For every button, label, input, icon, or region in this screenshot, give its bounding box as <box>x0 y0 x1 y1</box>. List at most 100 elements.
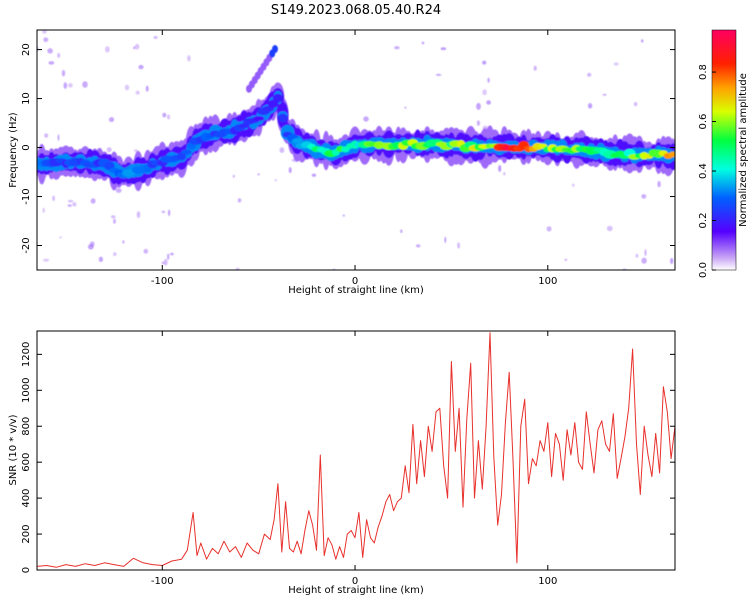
noise-speckle <box>400 229 403 233</box>
spectral-blob <box>238 123 250 129</box>
y-tick-label: 200 <box>21 525 32 544</box>
spectral-blob <box>253 116 265 121</box>
noise-speckle <box>163 258 168 266</box>
noise-speckle <box>657 180 661 188</box>
noise-speckle <box>187 55 191 62</box>
spectrogram-frame <box>36 29 676 271</box>
noise-speckle <box>533 65 537 71</box>
noise-speckle <box>111 215 116 219</box>
noise-speckle <box>564 258 568 261</box>
noise-speckle <box>82 81 88 88</box>
y-tick-label: 600 <box>21 453 32 472</box>
noise-speckle <box>587 103 593 109</box>
noise-speckle <box>503 172 506 176</box>
noise-speckle <box>404 106 407 109</box>
noise-speckle <box>482 60 487 65</box>
y-tick-label: 400 <box>21 489 32 508</box>
noise-speckle <box>476 120 480 126</box>
noise-speckle <box>606 225 613 232</box>
y-tick-label: 20 <box>21 43 32 56</box>
noise-speckle <box>444 236 447 243</box>
y-tick-label: 0 <box>21 144 32 150</box>
noise-speckle <box>161 210 166 213</box>
noise-speckle <box>421 41 425 45</box>
noise-speckle <box>167 114 171 120</box>
noise-speckle <box>170 252 174 256</box>
noise-speckle <box>482 89 487 96</box>
figure-title: S149.2023.068.05.40.R24 <box>271 3 441 18</box>
colorbar: 0.0 0.2 0.4 0.6 0.8 Normalized spectral ampl… <box>698 29 749 278</box>
noise-speckle <box>571 183 575 187</box>
noise-speckle <box>135 90 140 95</box>
noise-speckle <box>167 253 170 260</box>
snr-data <box>36 332 676 568</box>
noise-speckle <box>63 82 68 89</box>
y-tick-label: -10 <box>21 188 32 204</box>
spectrogram-data <box>37 30 675 270</box>
noise-speckle <box>153 36 158 39</box>
noise-speckle <box>134 43 140 50</box>
noise-speckle <box>394 46 400 50</box>
y-tick-label: 800 <box>21 417 32 436</box>
noise-speckle <box>416 244 421 248</box>
noise-speckle <box>613 62 619 66</box>
noise-speckle <box>57 52 61 58</box>
noise-speckle <box>138 64 144 70</box>
spectral-blob <box>668 151 675 158</box>
noise-speckle <box>162 112 167 118</box>
noise-speckle <box>274 179 277 182</box>
noise-speckle <box>486 100 491 105</box>
noise-speckle <box>342 214 345 217</box>
noise-speckle <box>435 73 442 76</box>
y-tick-label: -20 <box>21 237 32 253</box>
noise-speckle <box>72 202 77 207</box>
noise-speckle <box>61 69 66 77</box>
noise-speckle <box>641 194 647 199</box>
noise-speckle <box>476 102 481 110</box>
spectrogram-ylabel: Frequency (Hz) <box>8 112 19 188</box>
x-tick-label: -100 <box>151 576 174 587</box>
noise-speckle <box>52 195 55 202</box>
y-tick-label: 10 <box>21 92 32 105</box>
noise-speckle <box>113 252 117 256</box>
spectral-blob <box>181 149 192 155</box>
noise-speckle <box>124 84 130 91</box>
noise-speckle <box>133 149 139 152</box>
noise-speckle <box>57 134 60 142</box>
noise-speckle <box>279 147 285 154</box>
noise-speckle <box>145 85 149 92</box>
x-tick-label: 0 <box>352 576 358 587</box>
snr-frame <box>36 330 676 571</box>
noise-speckle <box>311 173 317 177</box>
noise-speckle <box>641 257 647 264</box>
colorbar-tick-label: 0.2 <box>698 213 709 229</box>
noise-speckle <box>546 226 552 232</box>
noise-speckle <box>115 188 122 193</box>
noise-speckle <box>633 102 638 107</box>
noise-speckle <box>644 249 647 257</box>
noise-speckle <box>59 236 62 239</box>
noise-speckle <box>48 61 55 65</box>
noise-speckle <box>143 248 149 254</box>
noise-speckle <box>237 198 242 203</box>
noise-speckle <box>87 244 94 250</box>
y-tick-label: 0 <box>21 567 32 573</box>
snr-series-line <box>36 332 676 568</box>
noise-speckle <box>42 207 45 213</box>
colorbar-ticks: 0.0 0.2 0.4 0.6 0.8 <box>698 64 716 278</box>
noise-speckle <box>136 211 141 219</box>
noise-speckle <box>167 209 171 217</box>
colorbar-tick-label: 0.0 <box>698 262 709 278</box>
y-tick-label: 1000 <box>21 378 32 403</box>
colorbar-gradient <box>711 29 737 271</box>
y-tick-label: 1200 <box>21 342 32 367</box>
noise-speckle <box>42 30 47 34</box>
noise-speckle <box>670 257 674 265</box>
colorbar-tick-label: 0.6 <box>698 114 709 130</box>
noise-speckle <box>257 173 260 176</box>
noise-speckle <box>122 240 125 244</box>
noise-speckle <box>43 37 49 42</box>
x-tick-label: 100 <box>538 276 557 287</box>
